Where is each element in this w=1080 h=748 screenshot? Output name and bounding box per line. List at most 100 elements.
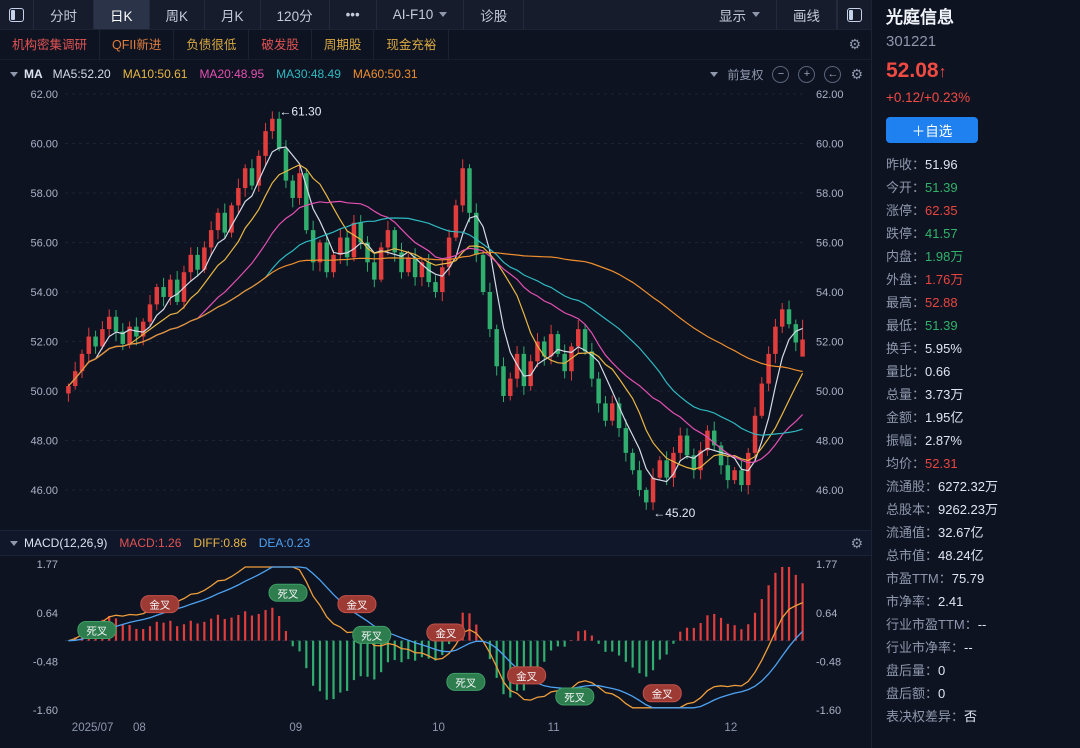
candle-body <box>93 336 98 347</box>
candle-body <box>711 430 717 446</box>
y-axis-label: 54.00 <box>30 287 58 299</box>
add-to-watchlist-button[interactable]: ＋自选 <box>886 117 978 143</box>
y-axis-label: 50.00 <box>816 386 844 398</box>
stat-label: 行业市净率： <box>886 640 965 655</box>
x-axis-label: 10 <box>432 722 445 734</box>
candle-body <box>718 445 724 466</box>
cross-badge-label: 金叉 <box>149 599 170 612</box>
candle-body <box>399 252 404 273</box>
stat-value: 48.24亿 <box>938 548 984 563</box>
stock-tag[interactable]: 负债很低 <box>174 29 250 60</box>
candle-body <box>582 329 588 352</box>
tab-分时[interactable]: 分时 <box>34 0 94 29</box>
candle-body <box>147 304 153 322</box>
price-change: +0.12/+0.23% <box>886 90 971 105</box>
stat-value: 51.39 <box>925 318 958 333</box>
macd-y-label: 0.64 <box>37 608 58 620</box>
candle-body <box>419 262 425 278</box>
stat-value: 否 <box>964 709 978 724</box>
candle-body <box>236 188 241 206</box>
stock-tag[interactable]: 现金充裕 <box>374 29 450 60</box>
chevron-down-icon[interactable] <box>710 71 719 77</box>
collapse-chevron-icon[interactable] <box>10 71 18 77</box>
x-axis-label: 08 <box>132 722 146 734</box>
stat-row: 市盈TTM： 75.79 <box>886 567 1080 590</box>
zoom-out-button[interactable]: − <box>772 65 790 83</box>
tab-周K[interactable]: 周K <box>150 0 206 29</box>
tab-label: 周K <box>165 8 189 24</box>
stock-tag[interactable]: 破发股 <box>249 29 312 60</box>
candle-body <box>351 222 357 258</box>
adjust-mode-label[interactable]: 前复权 <box>727 67 764 82</box>
candle-body <box>283 148 289 181</box>
chart-controls: 前复权 − + ← ⚙ <box>710 65 863 83</box>
ma-legend-items: MA5:52.20 MA10:50.61 MA20:48.95 MA30:48.49 M… <box>53 67 430 81</box>
stat-value: 3.73万 <box>925 387 964 402</box>
stat-label: 涨停： <box>886 203 926 218</box>
stat-value: 32.67亿 <box>938 525 984 540</box>
stock-tag[interactable]: 机构密集调研 <box>0 29 101 60</box>
tab-显示[interactable]: 显示 <box>703 0 777 29</box>
candle-body <box>229 205 234 233</box>
candle-body <box>317 242 323 263</box>
candle-body <box>127 326 132 344</box>
candle-body <box>786 309 792 325</box>
stock-tag[interactable]: 周期股 <box>312 29 375 60</box>
y-axis-label: 56.00 <box>816 238 844 250</box>
x-axis: 2025/07 08 09 10 11 12 <box>0 718 871 748</box>
candle-body <box>616 403 622 429</box>
candle-body <box>514 353 520 379</box>
candle-body <box>304 173 309 231</box>
stat-value: -- <box>964 640 973 655</box>
y-axis-label: 54.00 <box>816 287 844 299</box>
candle-body <box>140 321 146 337</box>
stat-row: 振幅： 2.87% <box>886 429 1080 452</box>
macd-chart[interactable]: 1.77 1.770.64 0.64-0.48 -0.48-1.60 -1.60死叉金叉… <box>0 556 871 718</box>
zoom-in-button[interactable]: + <box>798 65 816 83</box>
candle-body <box>535 341 540 362</box>
main-chart-settings-gear-icon[interactable]: ⚙ <box>850 65 863 82</box>
candle-body <box>242 168 248 189</box>
stock-tag[interactable]: QFII新进 <box>100 29 175 60</box>
candle-body <box>745 452 751 486</box>
y-axis-label: 48.00 <box>30 436 58 448</box>
tab-月K[interactable]: 月K <box>205 0 261 29</box>
tab-label: 诊股 <box>480 8 508 24</box>
tab-AI-F10[interactable]: AI-F10 <box>377 0 465 29</box>
tab-•••[interactable]: ••• <box>330 0 377 29</box>
candlestick-chart[interactable]: 62.00 62.00 60.00 60.00 58.00 58.00 56.00 56.00… <box>0 88 871 530</box>
ma-legend-item: MA10:50.61 <box>122 67 188 81</box>
y-axis-label: 60.00 <box>30 139 58 151</box>
candle-body <box>290 180 295 198</box>
panel-toggle-right-icon[interactable] <box>837 0 871 29</box>
collapse-chevron-icon[interactable] <box>10 540 18 546</box>
cross-badge-label: 死叉 <box>455 677 476 689</box>
candle-body <box>467 168 472 213</box>
panel-icon <box>9 7 24 22</box>
stat-value: 41.57 <box>925 226 958 241</box>
tab-日K[interactable]: 日K <box>94 0 150 29</box>
tab-120分[interactable]: 120分 <box>261 0 330 29</box>
macd-legend-item: MACD:1.26 <box>119 536 182 550</box>
cross-badge-label: 死叉 <box>278 588 299 600</box>
macd-settings-gear-icon[interactable]: ⚙ <box>850 534 863 551</box>
stat-label: 行业市盈TTM： <box>886 617 978 632</box>
stat-row: 总量： 3.73万 <box>886 383 1080 406</box>
tab-画线[interactable]: 画线 <box>777 0 837 29</box>
quote-sidebar: 光庭信息 301221 52.08↑ +0.12/+0.23% ＋自选 昨收： 5… <box>871 0 1080 748</box>
tagbar-settings-gear-icon[interactable]: ⚙ <box>848 36 861 52</box>
pan-back-button[interactable]: ← <box>824 65 842 83</box>
macd-y-label: -0.48 <box>816 656 841 668</box>
stat-label: 最低： <box>886 318 926 333</box>
y-axis-label: 46.00 <box>816 485 844 497</box>
candle-body <box>433 282 438 292</box>
panel-toggle-left-icon[interactable] <box>0 0 34 29</box>
cross-badge-label: 死叉 <box>86 626 107 638</box>
tab-诊股[interactable]: 诊股 <box>464 0 525 29</box>
y-axis-label: 62.00 <box>30 89 58 101</box>
golden-cross-badge <box>507 666 547 685</box>
candle-body <box>698 450 703 471</box>
golden-cross-badge <box>642 684 682 703</box>
candle-body <box>392 230 397 253</box>
death-cross-badge <box>555 687 595 706</box>
